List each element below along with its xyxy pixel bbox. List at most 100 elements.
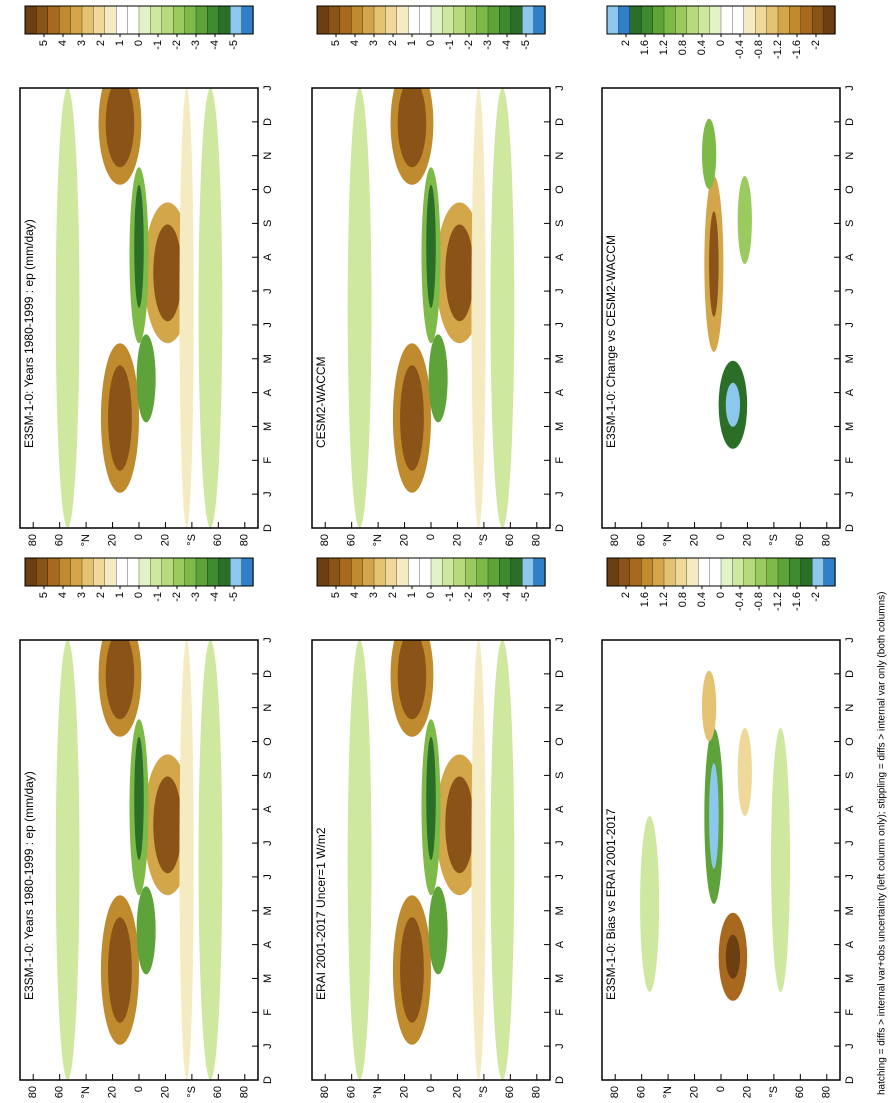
colorbar-swatch [812,5,825,35]
colorbar-tick-label: -1 [444,40,456,50]
colorbar-swatch [362,557,375,587]
colorbar-tick-label: 2 [387,592,399,598]
y-tick-label: O [262,737,274,746]
colorbar-swatch [104,5,117,35]
y-tick-label: O [844,185,856,194]
contour-band [397,640,427,720]
contour-band [471,640,486,1080]
y-tick-label: O [554,737,566,746]
colorbar-swatch [522,5,535,35]
y-tick-label: F [554,457,566,464]
y-tick-label: J [844,322,856,328]
x-tick-label: 80 [821,534,833,546]
contour-band [400,365,424,471]
colorbar-swatch [430,557,444,587]
colorbar-swatch [686,557,699,587]
y-tick-label: M [262,974,274,983]
y-tick-label: A [554,940,566,948]
colorbar-swatch [453,5,466,35]
x-tick-label: 80 [531,534,543,546]
x-tick-label: 80 [239,534,251,546]
contour-band [105,88,135,168]
colorbar-swatch [618,5,631,35]
contour-band [725,934,741,979]
colorbar-swatch [533,557,546,587]
colorbar-swatch [675,5,688,35]
colorbar-tick-label: -4 [209,592,221,602]
colorbar-swatch [698,557,711,587]
colorbar-swatch [218,5,231,35]
contour-band [737,176,752,264]
y-tick-label: M [262,422,274,431]
colorbar-swatch [476,5,489,35]
y-tick-label: M [262,354,274,363]
y-tick-label: M [844,974,856,983]
colorbar-swatch [47,5,60,35]
contour-field [312,640,550,1080]
colorbar-swatch [127,557,140,587]
colorbar-swatch [316,557,330,587]
y-tick-label: J [262,840,274,846]
colorbar-tick-label: 5 [38,40,50,46]
contour-band [709,211,719,317]
colorbar-swatch [150,557,163,587]
x-tick-label: 20 [741,534,753,546]
panel-title: E3SM-1-0: Bias vs ERAI 2001-2017 [604,808,618,1000]
y-tick-label: N [262,704,274,712]
contour-band [347,88,372,528]
contour-band [55,88,80,528]
panel-title: E3SM-1-0: Years 1980-1999 : ep (mm/day) [22,771,36,1000]
y-tick-label: M [262,906,274,915]
x-tick-label: 0 [133,534,145,540]
colorbar-swatch [522,557,535,587]
colorbar-tick-label: -1.2 [772,592,784,611]
colorbar-swatch [686,5,699,35]
colorbar-tick-label: 5 [38,592,50,598]
colorbar-tick-label: -2 [171,40,183,50]
colorbar-swatch [218,557,231,587]
y-tick-label: M [844,354,856,363]
footnote: hatching = diffs > internal var+obs unce… [877,591,888,1095]
y-tick-label: O [262,185,274,194]
y-tick-label: O [844,737,856,746]
colorbar-swatch [652,557,665,587]
x-tick-label: 20 [159,534,171,546]
colorbar-swatch [241,557,254,587]
contour-field [20,640,258,1080]
colorbar-swatch [207,557,220,587]
y-tick-label: A [262,253,274,261]
x-tick-label: 20 [688,534,700,546]
colorbar-swatch [127,5,140,35]
y-tick-label: O [554,185,566,194]
colorbar-swatch [138,5,152,35]
colorbar-tick-label: 3 [76,592,88,598]
contour-band [445,224,474,322]
y-tick-label: F [554,1009,566,1016]
x-tick-label: 80 [239,1086,251,1098]
y-tick-label: M [554,354,566,363]
colorbar-swatch [396,557,409,587]
colorbar-tick-label: 3 [368,592,380,598]
colorbar-swatch [373,557,387,587]
contour-field [602,640,840,1080]
x-tick-label: 60 [212,534,224,546]
x-tick-label: 0 [715,534,727,540]
x-tick-label: 80 [319,1086,331,1098]
colorbar-swatch [116,5,129,35]
x-tick-label: 60 [794,534,806,546]
colorbar-swatch [510,5,523,35]
y-tick-label: J [554,85,566,91]
colorbar-tick-label: -0.4 [734,592,746,611]
y-tick-label: S [554,772,566,779]
contour-band [737,728,752,816]
colorbar-tick-label: -1 [152,592,164,602]
colorbar-tick-label: 4 [57,40,69,46]
contour-band [445,776,474,874]
y-tick-label: J [844,874,856,880]
contour-band [701,118,717,190]
y-tick-label: A [554,253,566,261]
colorbar-swatch [663,5,677,35]
colorbar-swatch [442,5,455,35]
colorbar-swatch [442,557,455,587]
colorbar-swatch [24,5,38,35]
